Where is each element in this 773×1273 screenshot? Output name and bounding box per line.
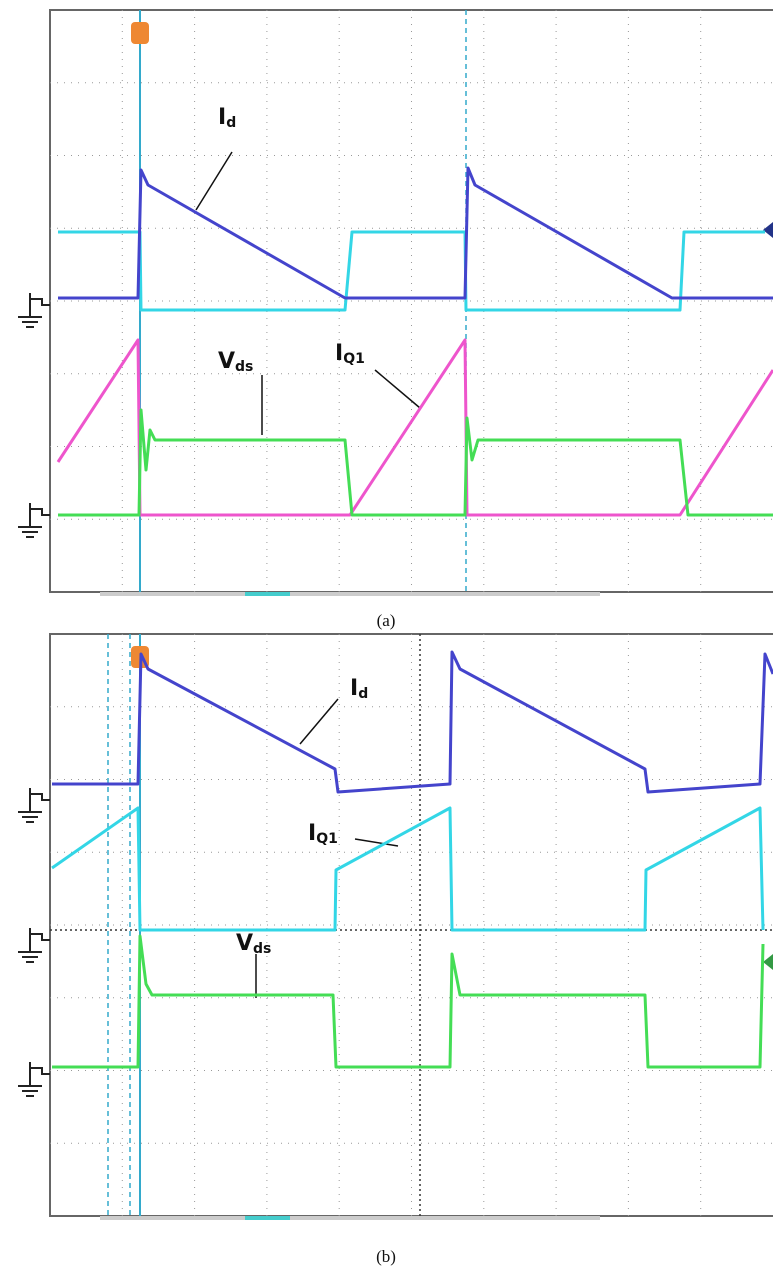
bottom-bar bbox=[100, 592, 600, 596]
ground-symbol bbox=[18, 1062, 50, 1096]
caption: (a) bbox=[377, 611, 396, 630]
caption: (b) bbox=[376, 1247, 396, 1266]
screen-border bbox=[50, 634, 773, 1216]
ground-symbol bbox=[18, 293, 50, 327]
screen-border bbox=[50, 10, 773, 592]
figure: Id Vds IQ1 (a) Id Vds IQ1 (b) bbox=[0, 0, 773, 1273]
bottom-marker bbox=[245, 1216, 290, 1220]
scope-panel-b bbox=[18, 634, 773, 1220]
ground-symbol bbox=[18, 788, 50, 822]
ground-symbol bbox=[18, 503, 50, 537]
bottom-bar bbox=[100, 1216, 600, 1220]
bottom-marker bbox=[245, 592, 290, 596]
ground-symbol bbox=[18, 928, 50, 962]
trigger-marker bbox=[131, 22, 149, 44]
page: Id Vds IQ1 (a) Id Vds IQ1 (b) (() => { c… bbox=[0, 0, 773, 1273]
scope-panel-a bbox=[18, 10, 773, 596]
